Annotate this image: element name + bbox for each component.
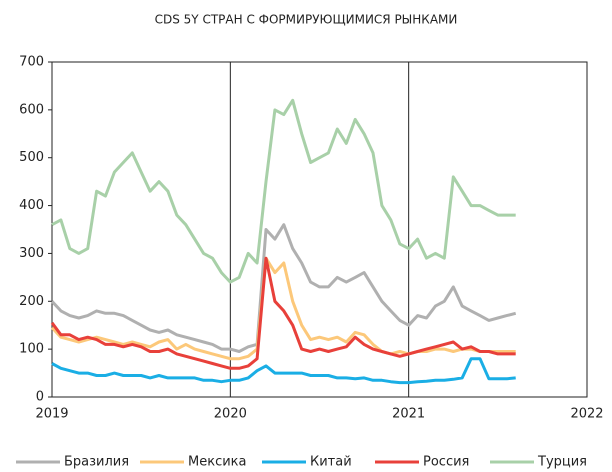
series-line [50, 223, 517, 353]
x-tick-label: 2020 [214, 407, 247, 422]
y-tick-label: 700 [19, 55, 44, 70]
series-line [51, 357, 516, 385]
y-tick-label: 100 [19, 342, 44, 357]
series-line [50, 256, 516, 361]
plot-frame [51, 61, 588, 398]
chart-title: CDS 5Y СТРАН С ФОРМИРУЮЩИМИСЯ РЫНКАМИ [155, 13, 458, 27]
x-tick-label: 2021 [392, 407, 425, 422]
series-line [50, 256, 516, 370]
y-tick-label: 300 [19, 246, 44, 261]
y-tick-label: 600 [19, 102, 44, 117]
legend-label: Турция [537, 455, 587, 470]
legend-label: Бразилия [64, 455, 129, 470]
x-tick-label: 2022 [570, 407, 603, 422]
legend-label: Россия [423, 455, 469, 470]
y-tick-label: 0 [36, 390, 44, 405]
x-tick-label: 2019 [35, 407, 68, 422]
y-tick-label: 200 [19, 294, 44, 309]
series-line [51, 98, 516, 284]
legend-label: Китай [310, 455, 352, 470]
legend-label: Мексика [188, 455, 246, 470]
y-tick-label: 500 [19, 150, 44, 165]
y-tick-label: 400 [19, 198, 44, 213]
